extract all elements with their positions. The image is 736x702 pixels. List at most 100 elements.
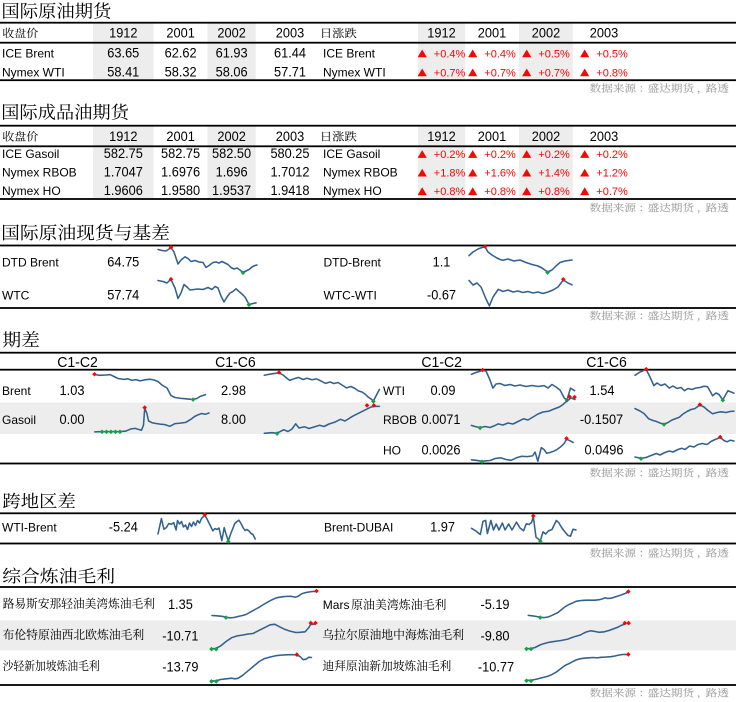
svg-text:2003: 2003 [276,129,304,145]
svg-text:1.9580: 1.9580 [161,183,200,199]
svg-text:1912: 1912 [427,26,455,42]
svg-text:+0.2%: +0.2% [596,149,628,161]
svg-text:C1-C6: C1-C6 [586,355,627,371]
svg-text:57.74: 57.74 [107,288,139,304]
svg-text:Nymex RBOB: Nymex RBOB [2,166,77,180]
svg-text:582.75: 582.75 [161,146,200,162]
svg-text:-0.67: -0.67 [427,288,456,304]
svg-text:0.0026: 0.0026 [421,442,460,458]
svg-text:-5.19: -5.19 [480,597,509,613]
svg-text:1.1: 1.1 [433,255,451,271]
svg-text:+1.8%: +1.8% [434,168,466,180]
svg-text:1.696: 1.696 [216,165,248,181]
svg-text:1912: 1912 [109,26,137,42]
svg-text:2003: 2003 [276,26,304,42]
svg-text:1.9606: 1.9606 [104,183,143,199]
svg-text:+0.2%: +0.2% [484,149,516,161]
svg-text:2001: 2001 [478,26,506,42]
svg-text:RBOB: RBOB [383,413,417,427]
svg-text:-0.1507: -0.1507 [580,412,623,428]
svg-text:0.09: 0.09 [431,383,456,399]
svg-text:64.75: 64.75 [107,255,139,271]
svg-text:+0.8%: +0.8% [596,67,628,79]
svg-text:2001: 2001 [166,129,194,145]
svg-text:WTI: WTI [383,384,405,398]
svg-text:Nymex WTI: Nymex WTI [323,65,386,79]
svg-text:-10.77: -10.77 [478,659,514,675]
svg-text:WTC: WTC [2,289,30,303]
svg-text:582.50: 582.50 [212,146,251,162]
svg-text:+1.6%: +1.6% [484,168,516,180]
svg-text:Nymex HO: Nymex HO [2,184,61,198]
svg-text:1.97: 1.97 [430,520,455,536]
svg-text:580.25: 580.25 [270,146,309,162]
svg-text:62.62: 62.62 [165,45,197,61]
svg-text:0.00: 0.00 [60,412,85,428]
svg-text:+0.4%: +0.4% [434,48,466,60]
svg-text:ICE Gasoil: ICE Gasoil [2,147,59,161]
svg-text:582.75: 582.75 [104,146,143,162]
svg-text:-10.71: -10.71 [162,629,198,645]
svg-text:1.6976: 1.6976 [161,165,200,181]
svg-text:Nymex RBOB: Nymex RBOB [323,166,398,180]
svg-text:WTC-WTI: WTC-WTI [324,289,377,303]
svg-text:WTI-Brent: WTI-Brent [2,521,57,535]
svg-text:58.06: 58.06 [216,64,248,80]
svg-text:Nymex HO: Nymex HO [323,184,382,198]
svg-text:+0.7%: +0.7% [434,67,466,79]
svg-text:+0.4%: +0.4% [484,48,516,60]
svg-text:1.54: 1.54 [590,383,615,399]
svg-text:1912: 1912 [109,129,137,145]
svg-text:8.00: 8.00 [221,412,246,428]
svg-text:Nymex WTI: Nymex WTI [2,65,65,79]
svg-text:2003: 2003 [590,26,618,42]
svg-text:+0.7%: +0.7% [596,186,628,198]
svg-text:-9.80: -9.80 [480,629,509,645]
svg-text:1.03: 1.03 [60,383,85,399]
svg-text:1912: 1912 [427,129,455,145]
svg-text:+0.8%: +0.8% [484,186,516,198]
svg-text:1.7047: 1.7047 [104,165,143,181]
svg-text:2001: 2001 [166,26,194,42]
svg-text:+0.7%: +0.7% [484,67,516,79]
svg-text:ICE Brent: ICE Brent [2,46,55,60]
svg-text:C1-C2: C1-C2 [57,355,98,371]
svg-text:1.9418: 1.9418 [270,183,309,199]
svg-text:2002: 2002 [217,26,245,42]
svg-text:+0.2%: +0.2% [434,149,466,161]
svg-text:61.44: 61.44 [274,45,306,61]
svg-text:-5.24: -5.24 [109,520,138,536]
svg-text:C1-C6: C1-C6 [215,355,256,371]
svg-text:2.98: 2.98 [221,383,246,399]
svg-text:2002: 2002 [217,129,245,145]
svg-text:0.0071: 0.0071 [421,412,460,428]
svg-text:58.32: 58.32 [165,64,197,80]
svg-text:Brent-DUBAI: Brent-DUBAI [324,521,393,535]
svg-text:58.41: 58.41 [107,64,139,80]
svg-text:+1.4%: +1.4% [538,168,570,180]
svg-text:61.93: 61.93 [216,45,248,61]
svg-text:1.9537: 1.9537 [212,183,251,199]
svg-text:DTD-Brent: DTD-Brent [324,256,382,270]
svg-text:1.7012: 1.7012 [270,165,309,181]
svg-text:Brent: Brent [2,384,31,398]
svg-text:2003: 2003 [590,129,618,145]
svg-text:+0.5%: +0.5% [538,48,570,60]
svg-text:ICE Gasoil: ICE Gasoil [323,147,380,161]
svg-text:2002: 2002 [532,129,560,145]
svg-text:+1.2%: +1.2% [596,168,628,180]
svg-text:2001: 2001 [478,129,506,145]
svg-text:2002: 2002 [532,26,560,42]
svg-text:+0.7%: +0.7% [538,67,570,79]
svg-text:Gasoil: Gasoil [2,413,36,427]
svg-text:C1-C2: C1-C2 [421,355,462,371]
svg-text:57.71: 57.71 [274,64,306,80]
svg-text:+0.8%: +0.8% [538,186,570,198]
svg-text:DTD Brent: DTD Brent [2,256,59,270]
svg-text:+0.2%: +0.2% [538,149,570,161]
svg-text:HO: HO [383,443,401,457]
svg-text:63.65: 63.65 [107,45,139,61]
svg-text:0.0496: 0.0496 [584,442,623,458]
svg-text:1.35: 1.35 [168,597,193,613]
svg-text:ICE Brent: ICE Brent [323,46,376,60]
